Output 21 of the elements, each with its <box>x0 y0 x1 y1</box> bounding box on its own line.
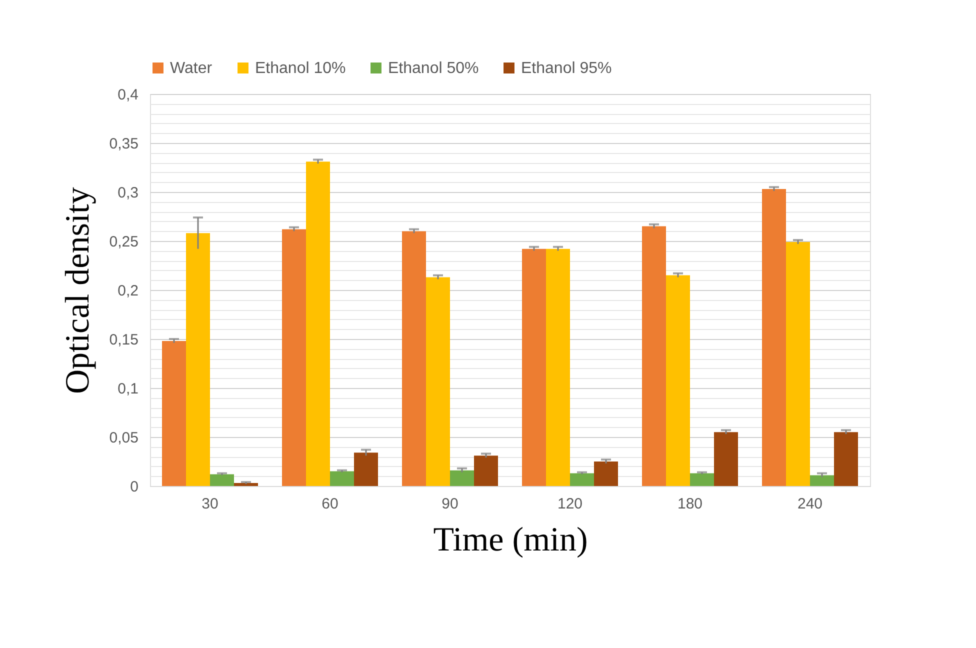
legend-label: Water <box>170 60 213 77</box>
y-tick-label: 0,4 <box>118 86 138 104</box>
y-tick-label: 0,25 <box>109 234 138 250</box>
y-tick-label: 0,35 <box>109 136 138 152</box>
y-tick-label: 0 <box>130 478 138 496</box>
legend-label: Ethanol 10% <box>255 60 346 77</box>
y-tick-label: 0,2 <box>118 282 138 300</box>
y-tick-label: 0,3 <box>118 184 138 202</box>
x-tick-label: 60 <box>322 496 338 512</box>
x-axis-title: Time (min) <box>433 522 588 558</box>
legend-label: Ethanol 50% <box>388 60 479 77</box>
x-tick-label: 30 <box>202 496 218 512</box>
x-tick-label: 240 <box>797 496 823 512</box>
y-tick-label: 0,15 <box>109 332 138 348</box>
x-tick-label: 120 <box>557 496 583 512</box>
y-tick-label: 0,1 <box>118 380 138 398</box>
x-tick-label: 180 <box>677 496 703 512</box>
y-tick-label: 0,05 <box>109 430 138 446</box>
x-tick-label: 90 <box>442 496 458 512</box>
legend-label: Ethanol 95% <box>521 60 612 77</box>
y-axis-title: Optical density <box>59 187 96 394</box>
